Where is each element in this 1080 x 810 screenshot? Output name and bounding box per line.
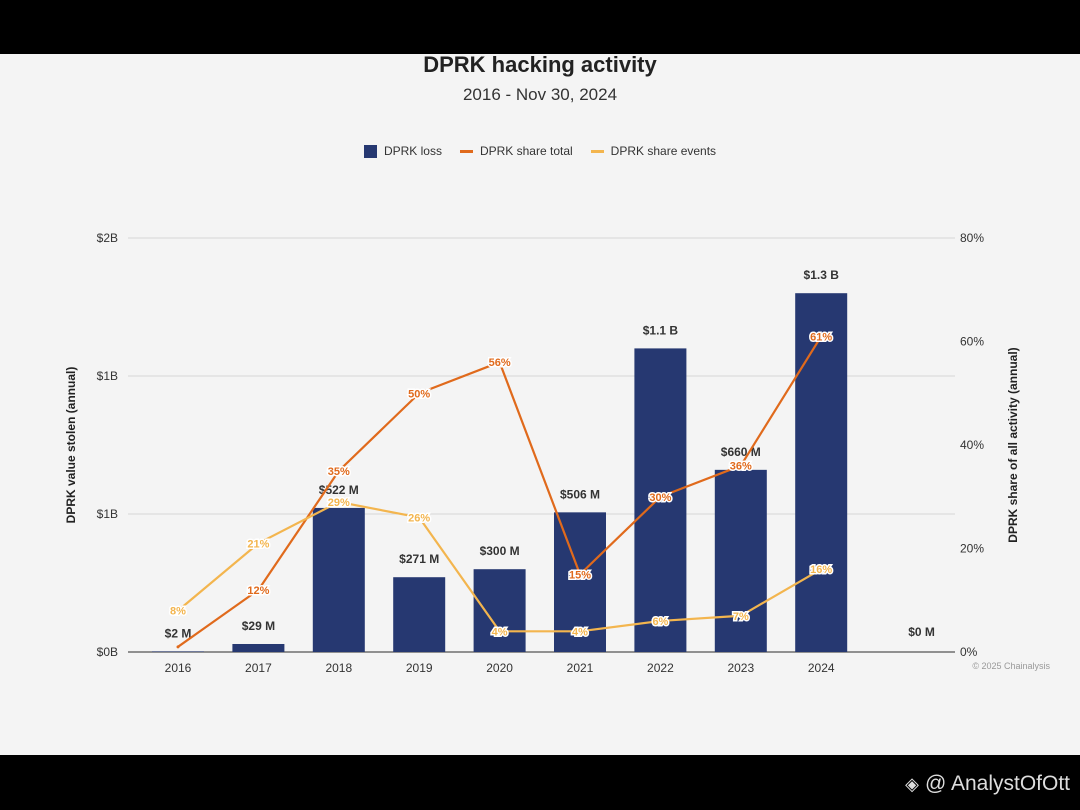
legend-item-share-total: DPRK share total	[459, 144, 573, 158]
chart-card	[0, 54, 1080, 755]
point-share-total	[819, 334, 823, 338]
point-share-events	[256, 541, 260, 545]
point-share-total	[578, 572, 582, 576]
y-right-tick-label: 20%	[960, 542, 984, 556]
legend-swatch-loss	[363, 144, 377, 158]
bar-value-label: $1.1 B	[643, 323, 679, 337]
point-label-share-events: 7%	[733, 611, 749, 623]
chart-subtitle: 2016 - Nov 30, 2024	[462, 85, 618, 104]
legend-label-loss: DPRK loss	[383, 144, 442, 158]
point-share-events	[176, 609, 180, 613]
bar-value-label: $29 M	[242, 619, 275, 633]
bar	[473, 569, 526, 652]
x-tick-label: 2024	[808, 661, 835, 675]
point-label-share-total: 30%	[649, 492, 671, 504]
point-label-share-events: 4%	[492, 626, 508, 638]
bar-value-label: $506 M	[560, 487, 600, 501]
point-label-share-events: 8%	[170, 606, 186, 618]
legend-swatch-share-events	[590, 149, 604, 153]
copyright: © 2025 Chainalysis	[972, 661, 1050, 671]
y-left-tick-label: $1B	[97, 369, 118, 383]
point-label-share-events: 4%	[572, 626, 588, 638]
diamond-logo-icon: ◈	[905, 773, 919, 794]
y-left-tick-label: $0B	[97, 645, 118, 659]
y-left-tick-label: $1B	[97, 507, 118, 521]
y-right-axis-title: DPRK share of all activity (annual)	[1006, 347, 1020, 542]
point-label-share-total: 35%	[328, 466, 350, 478]
point-share-events	[498, 629, 502, 633]
point-share-total	[337, 469, 341, 473]
point-share-events	[658, 619, 662, 623]
point-label-share-total: 61%	[810, 331, 832, 343]
point-label-share-events: 26%	[408, 512, 430, 524]
bar-value-label: $1.3 B	[804, 268, 840, 282]
bar	[714, 469, 767, 652]
point-share-total	[658, 495, 662, 499]
bar	[312, 507, 365, 652]
x-tick-label: 2016	[165, 661, 192, 675]
point-share-total	[417, 391, 421, 395]
legend-swatch-share-total	[459, 149, 473, 153]
x-tick-label: 2017	[245, 661, 272, 675]
point-share-events	[417, 515, 421, 519]
point-share-events	[578, 629, 582, 633]
bar	[232, 643, 285, 652]
legend-label-share-events: DPRK share events	[610, 144, 717, 158]
bar-value-label: $300 M	[480, 544, 520, 558]
bar	[393, 577, 446, 652]
point-label-share-total: 56%	[489, 357, 511, 369]
x-tick-label: 2018	[325, 661, 352, 675]
point-label-share-total: 36%	[730, 461, 752, 473]
y-left-tick-label: $2B	[97, 231, 118, 245]
y-right-tick-label: 40%	[960, 438, 984, 452]
point-share-total	[498, 360, 502, 364]
point-share-total	[176, 645, 180, 649]
bar-value-label: $271 M	[399, 552, 439, 566]
x-tick-label: 2022	[647, 661, 674, 675]
x-tick-label: 2019	[406, 661, 433, 675]
bar-value-label-extra: $0 M	[908, 625, 935, 639]
bar-value-label: $660 M	[721, 445, 761, 459]
point-label-share-total: 12%	[247, 585, 269, 597]
legend-item-share-events: DPRK share events	[590, 144, 717, 158]
point-label-share-events: 21%	[247, 538, 269, 550]
point-share-total	[256, 588, 260, 592]
x-tick-label: 2021	[567, 661, 594, 675]
point-share-events	[739, 614, 743, 618]
point-label-share-total: 15%	[569, 569, 591, 581]
point-share-total	[739, 464, 743, 468]
y-right-tick-label: 0%	[960, 645, 978, 659]
legend-item-loss: DPRK loss	[363, 144, 442, 158]
bar	[634, 348, 687, 652]
y-right-tick-label: 80%	[960, 231, 984, 245]
point-label-share-total: 50%	[408, 388, 430, 400]
point-label-share-events: 16%	[810, 564, 832, 576]
bar	[152, 651, 204, 652]
point-share-events	[819, 567, 823, 571]
point-label-share-events: 29%	[328, 497, 350, 509]
point-share-events	[337, 500, 341, 504]
bar	[795, 293, 848, 652]
y-right-tick-label: 60%	[960, 335, 984, 349]
legend-label-share-total: DPRK share total	[479, 144, 573, 158]
y-left-axis-title: DPRK value stolen (annual)	[64, 367, 78, 524]
chart-svg: $0B $1B $1B $2B 0% 20% 40% 60% 80% DPRK value sto…	[64, 231, 1020, 675]
x-tick-label: 2020	[486, 661, 513, 675]
point-label-share-events: 6%	[652, 616, 668, 628]
watermark: ◈ @ AnalystOfOtt	[905, 772, 1070, 796]
bar-value-label: $2 M	[165, 626, 192, 640]
watermark-text: @ AnalystOfOtt	[924, 772, 1070, 795]
chart-legend: DPRK loss DPRK share total DPRK share ev…	[0, 144, 1080, 158]
x-tick-label: 2023	[727, 661, 754, 675]
chart-title: DPRK hacking activity	[423, 52, 657, 77]
